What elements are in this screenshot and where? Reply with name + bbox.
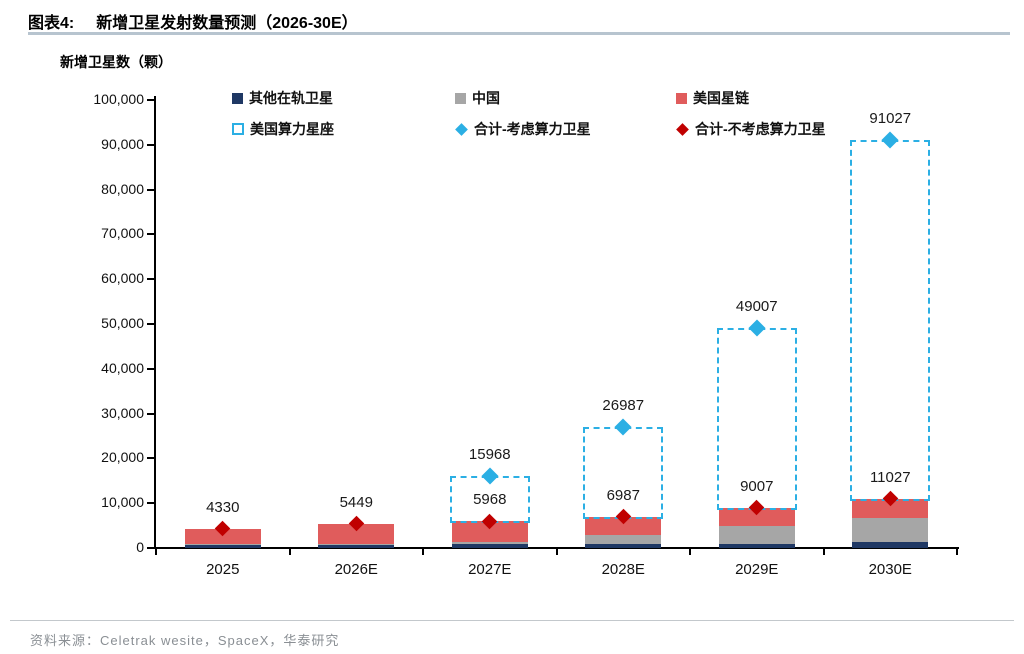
legend-label: 美国算力星座 bbox=[250, 121, 334, 137]
bar-segment-other-satellites bbox=[451, 544, 528, 548]
legend-item-other-satellites: 其他在轨卫星 bbox=[232, 90, 333, 106]
legend-item-china: 中国 bbox=[455, 90, 500, 106]
y-axis-tick bbox=[147, 412, 154, 415]
bar-segment-china bbox=[718, 525, 795, 544]
total-without-computing-label: 5449 bbox=[339, 493, 373, 511]
y-axis-tick bbox=[147, 233, 154, 236]
computing-constellation-box bbox=[850, 140, 931, 501]
y-axis-tick bbox=[147, 188, 154, 191]
x-axis-tick bbox=[956, 548, 958, 555]
bar-segment-us-starlink bbox=[451, 521, 528, 543]
y-axis-title: 新增卫星数（颗） bbox=[60, 54, 172, 70]
figure-number: 图表4: bbox=[28, 15, 75, 32]
total-with-computing-legend-diamond-icon bbox=[455, 122, 468, 136]
bar-segment-china bbox=[318, 543, 395, 545]
x-axis-tick bbox=[689, 548, 691, 555]
bar-segment-us-starlink bbox=[718, 507, 795, 526]
total-with-computing-label: 26987 bbox=[602, 397, 645, 415]
y-axis-tick bbox=[147, 278, 154, 281]
bar-segment-other-satellites bbox=[852, 542, 929, 548]
total-without-computing-legend-diamond-icon bbox=[676, 122, 689, 136]
y-axis-tick bbox=[147, 502, 154, 505]
bar-segment-china bbox=[852, 517, 929, 543]
total-without-computing-label: 6987 bbox=[606, 486, 640, 504]
footer-divider bbox=[10, 620, 1014, 621]
x-category-label: 2029E bbox=[735, 561, 779, 578]
figure-title-row: 图表4: 新增卫星发射数量预测（2026-30E） bbox=[28, 9, 358, 33]
legend-label: 合计-不考虑算力卫星 bbox=[695, 121, 826, 137]
bar-segment-us-starlink bbox=[852, 498, 929, 518]
x-axis-tick bbox=[288, 548, 291, 555]
y-tick-label: 80,000 bbox=[101, 180, 144, 197]
y-tick-label: 10,000 bbox=[101, 494, 144, 511]
total-without-computing-label: 5968 bbox=[473, 491, 507, 509]
y-tick-label: 100,000 bbox=[93, 91, 144, 107]
bar-segment-us-starlink bbox=[184, 528, 261, 545]
bar-segment-china bbox=[184, 544, 261, 545]
y-axis-line bbox=[154, 96, 156, 549]
y-tick-label: 30,000 bbox=[101, 404, 144, 421]
china-legend-swatch-icon bbox=[455, 92, 466, 104]
bar-segment-other-satellites bbox=[718, 543, 795, 548]
y-axis-tick bbox=[147, 143, 154, 146]
x-axis-tick bbox=[422, 548, 424, 555]
us-starlink-legend-swatch-icon bbox=[676, 92, 687, 104]
total-with-computing-label: 49007 bbox=[735, 298, 778, 316]
legend-label: 美国星链 bbox=[693, 90, 749, 106]
total-without-computing-label: 9007 bbox=[740, 477, 774, 495]
chart-plot-area: 0 10,000 20,000 30,000 40,000 50,000 60,000 70,… bbox=[93, 91, 959, 578]
bar-segment-other-satellites bbox=[318, 544, 395, 548]
us-computing-constellation-legend-swatch-icon bbox=[232, 123, 244, 135]
bar-segment-other-satellites bbox=[585, 543, 662, 548]
legend-item-us-starlink: 美国星链 bbox=[676, 90, 749, 106]
x-category-label: 2028E bbox=[601, 561, 645, 578]
other-satellites-legend-swatch-icon bbox=[232, 92, 243, 104]
legend-item-total-with-computing: 合计-考虑算力卫星 bbox=[455, 121, 591, 137]
header-divider bbox=[28, 32, 1010, 35]
total-without-computing-label: 11027 bbox=[869, 468, 911, 486]
y-axis-tick bbox=[147, 99, 154, 101]
legend-item-us-computing-constellation: 美国算力星座 bbox=[232, 121, 334, 137]
y-tick-label: 50,000 bbox=[101, 315, 144, 331]
bar-segment-other-satellites bbox=[184, 544, 261, 548]
total-with-computing-label: 91027 bbox=[869, 110, 912, 128]
bar-segment-us-starlink bbox=[585, 516, 662, 535]
x-axis-tick bbox=[555, 548, 558, 555]
bar-segment-china bbox=[451, 542, 528, 545]
bar-segment-us-starlink bbox=[318, 523, 395, 544]
y-tick-label: 20,000 bbox=[101, 449, 144, 466]
y-tick-label: 0 bbox=[136, 539, 144, 555]
x-category-label: 2026E bbox=[334, 561, 378, 578]
y-tick-label: 70,000 bbox=[101, 225, 144, 242]
x-category-label: 2030E bbox=[868, 561, 912, 578]
total-without-computing-label: 4330 bbox=[206, 498, 240, 516]
legend-label: 合计-考虑算力卫星 bbox=[474, 121, 591, 137]
y-tick-label: 40,000 bbox=[101, 359, 144, 376]
x-axis-tick bbox=[822, 548, 825, 555]
y-axis-tick bbox=[147, 457, 154, 460]
legend-item-total-without-computing: 合计-不考虑算力卫星 bbox=[676, 121, 826, 137]
source-note: 资料来源：Celetrak wesite，SpaceX，华泰研究 bbox=[30, 633, 340, 648]
y-axis-tick bbox=[147, 323, 154, 325]
y-axis-tick bbox=[147, 367, 154, 370]
figure-title: 新增卫星发射数量预测（2026-30E） bbox=[96, 15, 358, 32]
x-category-label: 2025 bbox=[206, 561, 240, 578]
computing-constellation-box bbox=[583, 427, 664, 519]
y-tick-label: 90,000 bbox=[101, 135, 144, 152]
x-axis-tick bbox=[155, 548, 157, 555]
total-with-computing-label: 15968 bbox=[468, 446, 511, 464]
legend-label: 中国 bbox=[472, 90, 500, 106]
x-category-label: 2027E bbox=[468, 561, 512, 578]
y-tick-label: 60,000 bbox=[101, 270, 144, 287]
y-axis-tick bbox=[147, 547, 154, 549]
bar-segment-china bbox=[585, 534, 662, 544]
legend-label: 其他在轨卫星 bbox=[249, 90, 333, 106]
